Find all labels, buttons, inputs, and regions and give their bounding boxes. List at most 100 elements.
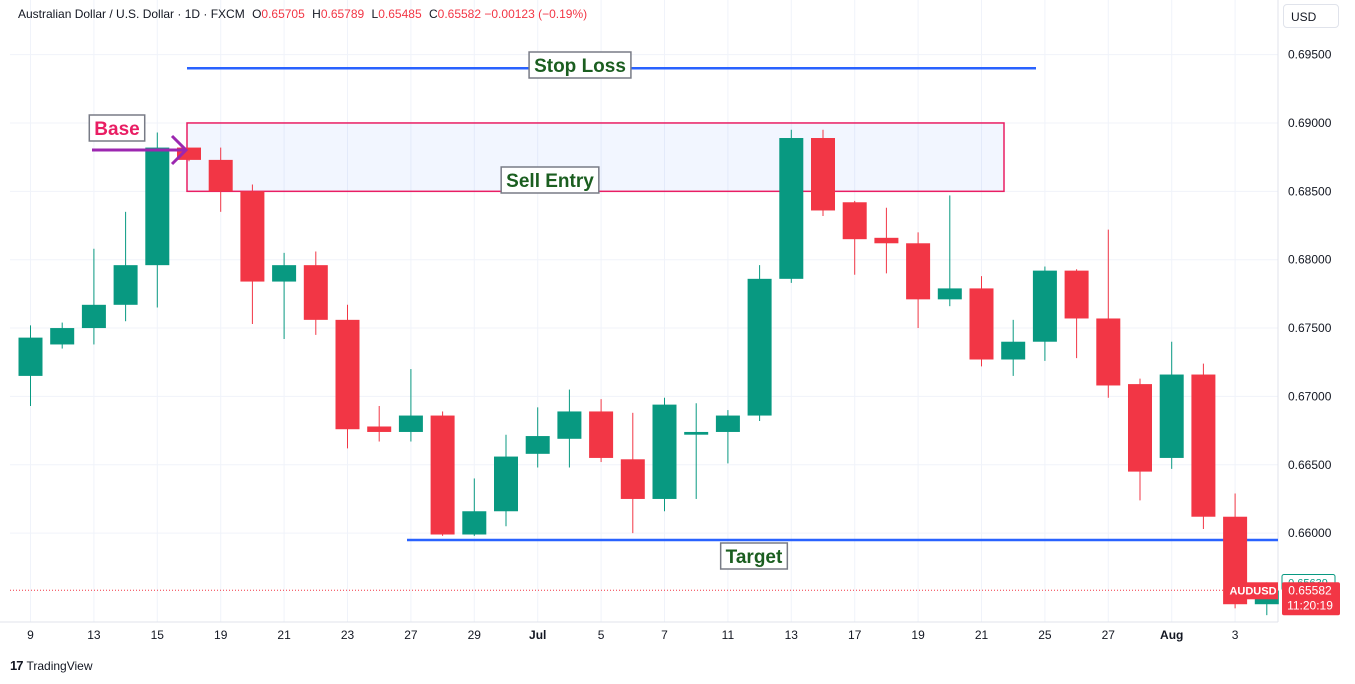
candle xyxy=(1032,266,1057,361)
stop-loss-label-box xyxy=(528,51,632,79)
candle xyxy=(1191,363,1216,530)
tradingview-logo-icon: 17 xyxy=(10,658,24,673)
y-tick-label: 0.67000 xyxy=(1288,389,1332,403)
candle-body xyxy=(969,288,994,360)
candle-body xyxy=(272,265,297,282)
candle-body xyxy=(589,411,614,458)
x-tick-label: 13 xyxy=(87,628,101,642)
x-tick-label: 9 xyxy=(27,628,34,642)
x-tick-label: 3 xyxy=(1232,628,1239,642)
x-tick-label: 21 xyxy=(975,628,989,642)
candle-body xyxy=(715,415,740,432)
candle xyxy=(557,389,582,468)
y-tick-label: 0.68000 xyxy=(1288,253,1332,267)
sell-entry-label: Sell Entry xyxy=(500,166,600,194)
candle xyxy=(874,207,899,274)
candle xyxy=(462,478,487,536)
candle xyxy=(335,304,360,449)
candle-body xyxy=(525,436,550,454)
candle-body xyxy=(1032,270,1057,342)
chart-header: Australian Dollar / U.S. Dollar · 1D · F… xyxy=(18,7,587,21)
candle-body xyxy=(1128,384,1152,472)
candle-body xyxy=(18,337,43,376)
candle xyxy=(1001,319,1026,376)
tradingview-name: TradingView xyxy=(26,658,93,673)
candle xyxy=(1096,229,1121,398)
candle-body xyxy=(937,288,962,300)
candle xyxy=(145,132,170,308)
candle-body xyxy=(906,243,931,300)
candle xyxy=(208,147,233,212)
x-tick-label: 19 xyxy=(911,628,925,642)
candle xyxy=(620,412,645,534)
x-tick-label: 23 xyxy=(341,628,355,642)
candle-body xyxy=(1001,341,1026,360)
currency-button[interactable]: USD xyxy=(1283,4,1339,28)
candle-body xyxy=(335,319,360,430)
target-label: Target xyxy=(719,542,789,570)
candle-body xyxy=(1096,318,1121,386)
candle xyxy=(525,407,550,468)
candle-body xyxy=(50,328,75,345)
candle xyxy=(430,411,455,536)
open-value: 0.65705 xyxy=(261,7,305,21)
base-label-box xyxy=(88,114,146,142)
y-tick-label: 0.69000 xyxy=(1288,116,1332,130)
base-label: Base xyxy=(88,114,146,142)
x-tick-label: 21 xyxy=(277,628,291,642)
x-tick-label: 11 xyxy=(722,628,735,642)
x-tick-label: 29 xyxy=(468,628,482,642)
candle-body xyxy=(462,511,487,535)
target-label-text: Target xyxy=(726,547,783,568)
candle-body xyxy=(145,147,170,266)
y-tick-label: 0.67500 xyxy=(1288,321,1332,335)
candle-body xyxy=(874,237,899,244)
base-arrow-head xyxy=(170,134,189,166)
target-label-box xyxy=(719,542,789,570)
y-tick-label: 0.66000 xyxy=(1288,526,1332,540)
candle-body xyxy=(430,415,455,535)
candle xyxy=(81,248,106,345)
y-tick-label: 0.68500 xyxy=(1288,184,1332,198)
candle-body xyxy=(208,159,233,192)
close-label: C xyxy=(428,7,438,21)
symbol-tag-text: AUDUSD xyxy=(1229,585,1276,597)
high-label: H xyxy=(312,7,321,21)
candle xyxy=(589,399,614,463)
candle-body xyxy=(1191,374,1216,517)
candle-body xyxy=(240,191,265,282)
candle xyxy=(303,251,328,335)
candle xyxy=(747,265,772,422)
last-tag-box xyxy=(1282,582,1340,616)
last-tag-text: 0.65582 xyxy=(1288,583,1332,597)
candle-body xyxy=(557,411,582,439)
candle xyxy=(684,403,709,499)
candle xyxy=(811,129,835,216)
candle xyxy=(1064,269,1089,359)
x-tick-label: 27 xyxy=(1102,628,1116,642)
candle-body xyxy=(652,404,677,499)
candle xyxy=(50,322,75,349)
candle xyxy=(272,252,297,339)
candle-body xyxy=(620,459,645,499)
candle xyxy=(1128,378,1152,501)
candles xyxy=(18,129,1279,616)
candle xyxy=(240,184,265,324)
candle xyxy=(779,129,804,283)
candle-body xyxy=(494,456,518,512)
candle xyxy=(367,405,392,442)
x-tick-label: 19 xyxy=(214,628,228,642)
candle xyxy=(906,232,931,329)
low-label: L xyxy=(371,7,379,21)
x-tick-label: Jul xyxy=(529,628,546,642)
base-label-text: Base xyxy=(94,119,139,140)
tradingview-logo[interactable]: 17 TradingView xyxy=(10,658,93,673)
candle xyxy=(1159,341,1184,469)
candle xyxy=(398,369,423,442)
y-tick-label: 0.66500 xyxy=(1288,458,1332,472)
candle xyxy=(937,195,962,307)
x-tick-label: 25 xyxy=(1038,628,1052,642)
candle xyxy=(969,276,994,367)
